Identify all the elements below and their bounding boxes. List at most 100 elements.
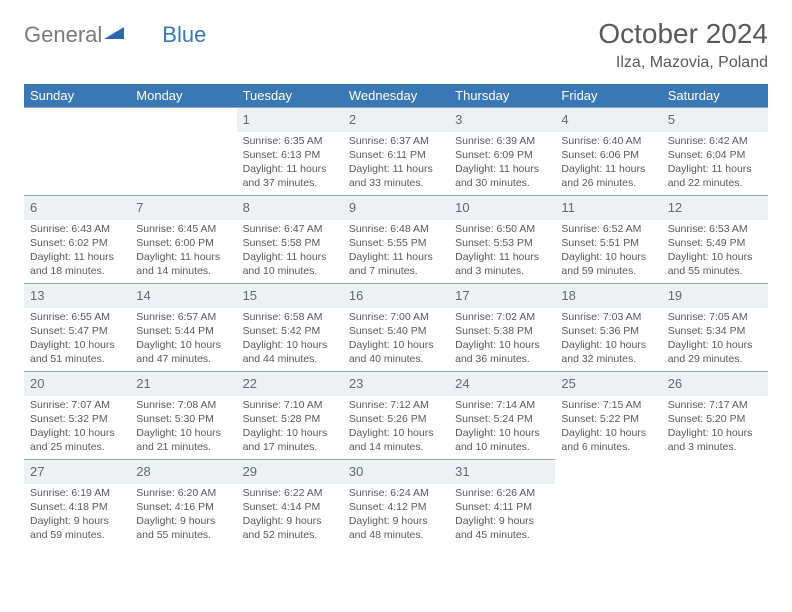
- calendar-day-cell: 1Sunrise: 6:35 AMSunset: 6:13 PMDaylight…: [237, 107, 343, 195]
- calendar-day-cell: 22Sunrise: 7:10 AMSunset: 5:28 PMDayligh…: [237, 371, 343, 459]
- day-number: 27: [24, 459, 130, 484]
- day-number: 6: [24, 195, 130, 220]
- day-content: Sunrise: 7:00 AMSunset: 5:40 PMDaylight:…: [343, 308, 449, 371]
- location: Ilza, Mazovia, Poland: [598, 54, 768, 72]
- calendar-week-row: 20Sunrise: 7:07 AMSunset: 5:32 PMDayligh…: [24, 371, 768, 459]
- day-content: Sunrise: 7:05 AMSunset: 5:34 PMDaylight:…: [662, 308, 768, 371]
- calendar-day-cell: 4Sunrise: 6:40 AMSunset: 6:06 PMDaylight…: [555, 107, 661, 195]
- calendar-week-row: 13Sunrise: 6:55 AMSunset: 5:47 PMDayligh…: [24, 283, 768, 371]
- calendar-day-cell: 18Sunrise: 7:03 AMSunset: 5:36 PMDayligh…: [555, 283, 661, 371]
- day-content: Sunrise: 6:26 AMSunset: 4:11 PMDaylight:…: [449, 484, 555, 547]
- calendar-week-row: 1Sunrise: 6:35 AMSunset: 6:13 PMDaylight…: [24, 107, 768, 195]
- calendar-day-cell: 16Sunrise: 7:00 AMSunset: 5:40 PMDayligh…: [343, 283, 449, 371]
- day-number: 28: [130, 459, 236, 484]
- calendar-day-cell: 25Sunrise: 7:15 AMSunset: 5:22 PMDayligh…: [555, 371, 661, 459]
- calendar-day-cell: 31Sunrise: 6:26 AMSunset: 4:11 PMDayligh…: [449, 459, 555, 547]
- day-content: Sunrise: 6:35 AMSunset: 6:13 PMDaylight:…: [237, 132, 343, 195]
- calendar-day-cell: 3Sunrise: 6:39 AMSunset: 6:09 PMDaylight…: [449, 107, 555, 195]
- calendar-week-row: 27Sunrise: 6:19 AMSunset: 4:18 PMDayligh…: [24, 459, 768, 547]
- day-content: Sunrise: 7:03 AMSunset: 5:36 PMDaylight:…: [555, 308, 661, 371]
- calendar-day-cell: 30Sunrise: 6:24 AMSunset: 4:12 PMDayligh…: [343, 459, 449, 547]
- calendar-day-cell: 7Sunrise: 6:45 AMSunset: 6:00 PMDaylight…: [130, 195, 236, 283]
- day-number: 31: [449, 459, 555, 484]
- day-number: 1: [237, 107, 343, 132]
- day-content: Sunrise: 7:02 AMSunset: 5:38 PMDaylight:…: [449, 308, 555, 371]
- day-number: 16: [343, 283, 449, 308]
- brand-part1: General: [24, 22, 102, 48]
- calendar-day-cell: 19Sunrise: 7:05 AMSunset: 5:34 PMDayligh…: [662, 283, 768, 371]
- calendar-day-cell: [24, 107, 130, 195]
- weekday-header: Tuesday: [237, 84, 343, 107]
- day-number: 2: [343, 107, 449, 132]
- day-number: 10: [449, 195, 555, 220]
- day-number: 11: [555, 195, 661, 220]
- day-content: Sunrise: 6:22 AMSunset: 4:14 PMDaylight:…: [237, 484, 343, 547]
- day-number: 7: [130, 195, 236, 220]
- header: General Blue October 2024 Ilza, Mazovia,…: [24, 18, 768, 72]
- calendar-day-cell: 13Sunrise: 6:55 AMSunset: 5:47 PMDayligh…: [24, 283, 130, 371]
- weekday-header: Monday: [130, 84, 236, 107]
- day-content: Sunrise: 6:37 AMSunset: 6:11 PMDaylight:…: [343, 132, 449, 195]
- calendar-day-cell: [662, 459, 768, 547]
- brand-triangle-icon: [104, 25, 124, 46]
- day-content: Sunrise: 6:19 AMSunset: 4:18 PMDaylight:…: [24, 484, 130, 547]
- calendar-body: 1Sunrise: 6:35 AMSunset: 6:13 PMDaylight…: [24, 107, 768, 547]
- day-content: Sunrise: 6:45 AMSunset: 6:00 PMDaylight:…: [130, 220, 236, 283]
- day-content: Sunrise: 7:15 AMSunset: 5:22 PMDaylight:…: [555, 396, 661, 459]
- day-number: 8: [237, 195, 343, 220]
- day-content: Sunrise: 7:08 AMSunset: 5:30 PMDaylight:…: [130, 396, 236, 459]
- calendar-day-cell: 20Sunrise: 7:07 AMSunset: 5:32 PMDayligh…: [24, 371, 130, 459]
- calendar-day-cell: 27Sunrise: 6:19 AMSunset: 4:18 PMDayligh…: [24, 459, 130, 547]
- calendar-day-cell: [555, 459, 661, 547]
- weekday-header-row: SundayMondayTuesdayWednesdayThursdayFrid…: [24, 84, 768, 107]
- calendar-day-cell: 2Sunrise: 6:37 AMSunset: 6:11 PMDaylight…: [343, 107, 449, 195]
- day-number: 15: [237, 283, 343, 308]
- calendar-day-cell: 11Sunrise: 6:52 AMSunset: 5:51 PMDayligh…: [555, 195, 661, 283]
- calendar-day-cell: 9Sunrise: 6:48 AMSunset: 5:55 PMDaylight…: [343, 195, 449, 283]
- day-number: 30: [343, 459, 449, 484]
- day-content: Sunrise: 6:50 AMSunset: 5:53 PMDaylight:…: [449, 220, 555, 283]
- day-content: Sunrise: 6:42 AMSunset: 6:04 PMDaylight:…: [662, 132, 768, 195]
- day-number: 5: [662, 107, 768, 132]
- day-content: Sunrise: 6:20 AMSunset: 4:16 PMDaylight:…: [130, 484, 236, 547]
- day-number: 19: [662, 283, 768, 308]
- day-content: Sunrise: 6:39 AMSunset: 6:09 PMDaylight:…: [449, 132, 555, 195]
- day-number: 3: [449, 107, 555, 132]
- day-number: 24: [449, 371, 555, 396]
- calendar-week-row: 6Sunrise: 6:43 AMSunset: 6:02 PMDaylight…: [24, 195, 768, 283]
- month-title: October 2024: [598, 18, 768, 50]
- day-number: 21: [130, 371, 236, 396]
- brand-part2: Blue: [162, 22, 206, 48]
- calendar-table: SundayMondayTuesdayWednesdayThursdayFrid…: [24, 84, 768, 547]
- calendar-day-cell: 10Sunrise: 6:50 AMSunset: 5:53 PMDayligh…: [449, 195, 555, 283]
- calendar-day-cell: 23Sunrise: 7:12 AMSunset: 5:26 PMDayligh…: [343, 371, 449, 459]
- weekday-header: Friday: [555, 84, 661, 107]
- day-number: 4: [555, 107, 661, 132]
- weekday-header: Saturday: [662, 84, 768, 107]
- day-content: Sunrise: 7:17 AMSunset: 5:20 PMDaylight:…: [662, 396, 768, 459]
- calendar-day-cell: 29Sunrise: 6:22 AMSunset: 4:14 PMDayligh…: [237, 459, 343, 547]
- calendar-day-cell: 5Sunrise: 6:42 AMSunset: 6:04 PMDaylight…: [662, 107, 768, 195]
- day-number: 14: [130, 283, 236, 308]
- calendar-day-cell: 17Sunrise: 7:02 AMSunset: 5:38 PMDayligh…: [449, 283, 555, 371]
- day-number: 17: [449, 283, 555, 308]
- day-content: Sunrise: 7:14 AMSunset: 5:24 PMDaylight:…: [449, 396, 555, 459]
- calendar-day-cell: 8Sunrise: 6:47 AMSunset: 5:58 PMDaylight…: [237, 195, 343, 283]
- day-number: 26: [662, 371, 768, 396]
- day-content: Sunrise: 6:47 AMSunset: 5:58 PMDaylight:…: [237, 220, 343, 283]
- calendar-day-cell: 21Sunrise: 7:08 AMSunset: 5:30 PMDayligh…: [130, 371, 236, 459]
- calendar-day-cell: [130, 107, 236, 195]
- day-content: Sunrise: 6:43 AMSunset: 6:02 PMDaylight:…: [24, 220, 130, 283]
- day-number: 25: [555, 371, 661, 396]
- calendar-day-cell: 14Sunrise: 6:57 AMSunset: 5:44 PMDayligh…: [130, 283, 236, 371]
- calendar-day-cell: 15Sunrise: 6:58 AMSunset: 5:42 PMDayligh…: [237, 283, 343, 371]
- weekday-header: Sunday: [24, 84, 130, 107]
- day-content: Sunrise: 7:12 AMSunset: 5:26 PMDaylight:…: [343, 396, 449, 459]
- day-content: Sunrise: 6:58 AMSunset: 5:42 PMDaylight:…: [237, 308, 343, 371]
- day-content: Sunrise: 6:52 AMSunset: 5:51 PMDaylight:…: [555, 220, 661, 283]
- day-number: 29: [237, 459, 343, 484]
- day-content: Sunrise: 7:10 AMSunset: 5:28 PMDaylight:…: [237, 396, 343, 459]
- day-content: Sunrise: 7:07 AMSunset: 5:32 PMDaylight:…: [24, 396, 130, 459]
- day-number: 22: [237, 371, 343, 396]
- brand-logo: General Blue: [24, 22, 206, 48]
